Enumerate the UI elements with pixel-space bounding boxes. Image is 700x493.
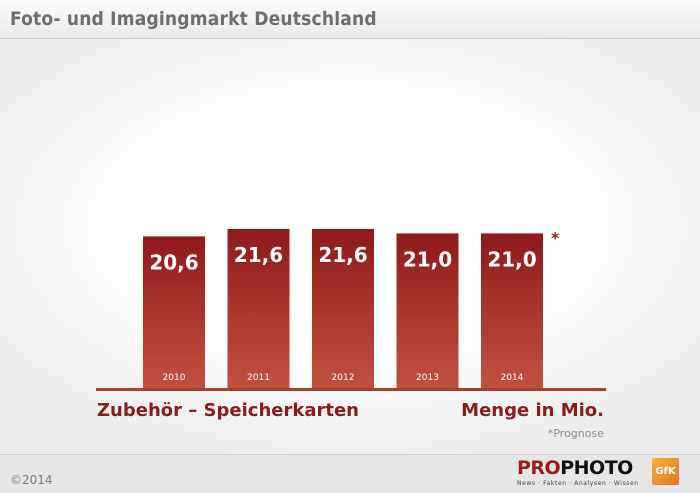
page-title: Foto- und Imagingmarkt Deutschland — [10, 8, 377, 30]
prophoto-logo: PROPHOTO — [517, 458, 633, 478]
value-label-2011: 21,6 — [234, 243, 283, 267]
forecast-marker: * — [551, 228, 560, 247]
header-bar: Foto- und Imagingmarkt Deutschland — [0, 0, 700, 39]
bar-2011 — [227, 229, 290, 388]
copyright-text: ©2014 — [10, 473, 53, 487]
gfk-logo: GfK — [652, 458, 679, 485]
value-label-2013: 21,0 — [403, 247, 452, 271]
bar-2014 — [481, 233, 543, 388]
unit-label: Menge in Mio. — [461, 400, 604, 421]
bar-2010 — [143, 236, 205, 388]
tick-label-2012: 2012 — [332, 373, 355, 383]
bar-chart: 20,6 2010 21,6 2011 21,6 2012 21,0 2013 21,0 2014… — [96, 228, 606, 440]
bar-2012 — [312, 229, 374, 388]
footer-divider — [0, 454, 700, 455]
category-label: Zubehör – Speicherkarten — [97, 400, 359, 421]
tick-label-2014: 2014 — [501, 373, 524, 383]
chart-area: 20,6 2010 21,6 2011 21,6 2012 21,0 2013 21,0 2014… — [0, 39, 700, 454]
value-label-2012: 21,6 — [318, 243, 367, 267]
forecast-note: *Prognose — [548, 427, 604, 440]
value-label-2014: 21,0 — [487, 247, 536, 271]
bar-2013 — [396, 233, 459, 388]
brand-part2: PHOTO — [560, 457, 633, 479]
tick-label-2013: 2013 — [416, 373, 439, 383]
tick-label-2010: 2010 — [163, 373, 186, 383]
brand-tagline: News · Fakten · Analysen · Wissen — [517, 480, 639, 487]
value-label-2010: 20,6 — [149, 250, 198, 274]
brand-part1: PRO — [517, 457, 561, 479]
tick-label-2011: 2011 — [247, 373, 270, 383]
